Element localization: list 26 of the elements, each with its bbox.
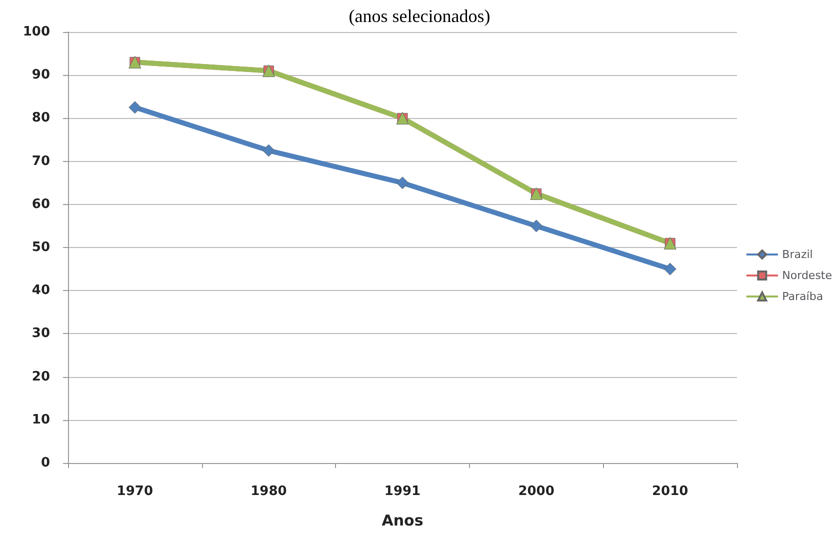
point xyxy=(530,220,543,232)
point xyxy=(396,176,409,190)
legend-label: Paraíba xyxy=(782,290,824,303)
x-tick-label: 1970 xyxy=(116,484,153,499)
x-axis-title: Anos xyxy=(382,512,424,530)
y-tick-label: 90 xyxy=(32,68,50,83)
y-tick-label: 30 xyxy=(32,326,50,342)
y-tick-label: 20 xyxy=(32,369,50,384)
point xyxy=(128,101,142,114)
y-tick-label: 60 xyxy=(32,196,50,212)
legend-label: Nordeste xyxy=(782,269,832,282)
point xyxy=(664,262,676,276)
y-tick-label: 0 xyxy=(40,456,50,470)
x-tick-label: 1991 xyxy=(384,484,421,499)
chart-title: (anos selecionados) xyxy=(348,6,490,26)
point xyxy=(262,144,275,157)
y-tick-label: 10 xyxy=(32,412,50,428)
x-tick-label: 2000 xyxy=(518,484,554,499)
y-tick-label: 40 xyxy=(32,283,50,298)
y-tick-label: 70 xyxy=(32,154,50,169)
y-tick-label: 80 xyxy=(32,110,50,126)
x-tick-label: 1980 xyxy=(250,484,287,499)
x-tick-label: 2010 xyxy=(652,484,688,499)
y-tick-label: 100 xyxy=(22,24,50,40)
legend-label: Brazil xyxy=(782,248,813,261)
y-tick-label: 50 xyxy=(32,240,50,255)
